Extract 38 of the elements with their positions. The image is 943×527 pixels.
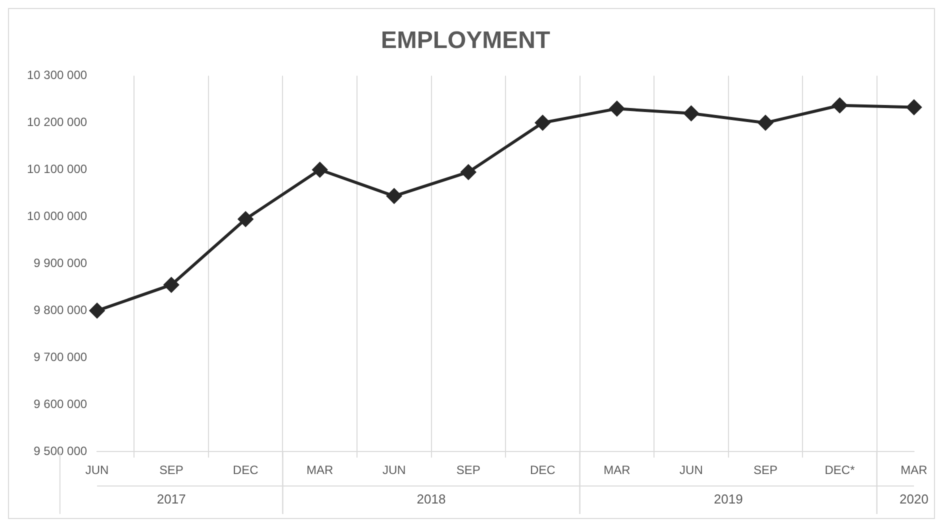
text: 2019: [714, 492, 743, 507]
point: [90, 303, 105, 318]
x-tick-label: MAR: [306, 463, 334, 478]
y-tick-label: 10 000 000: [26, 209, 88, 224]
point: [758, 115, 773, 130]
x-tick-label: SEP: [159, 463, 184, 478]
x-tick-label: DEC*: [824, 463, 856, 478]
x-tick-label: DEC: [232, 463, 259, 478]
x-tick-label: JUN: [382, 463, 406, 478]
x-tick-label: JUN: [85, 463, 109, 478]
y-tick-label: 10 100 000: [26, 162, 88, 176]
point: [684, 106, 699, 121]
point: [460, 164, 476, 180]
point: [832, 98, 848, 113]
text: 2018: [416, 492, 446, 507]
chart-title: EMPLOYMENT: [380, 27, 551, 54]
point: [906, 100, 922, 115]
x-tick-label: SEP: [753, 463, 778, 478]
y-tick-label: 9 800 000: [34, 302, 88, 317]
y-tick-label: 9 700 000: [34, 350, 88, 364]
text: 2017: [156, 492, 186, 507]
y-tick-label: 9 600 000: [34, 396, 88, 411]
point: [609, 101, 624, 116]
point: [312, 162, 328, 178]
x-tick-label: JUN: [680, 463, 703, 478]
x-tick-label: SEP: [456, 463, 480, 478]
y-tick-label: 10 200 000: [26, 115, 88, 130]
x-tick-label: MAR: [900, 463, 928, 478]
x-tick-label: MAR: [604, 463, 631, 478]
point: [386, 188, 402, 204]
text: 2020: [900, 492, 928, 507]
y-tick-label: 10 300 000: [26, 68, 88, 82]
y-tick-label: 9 500 000: [34, 444, 88, 458]
y-tick-label: 9 900 000: [34, 256, 88, 270]
point: [164, 277, 179, 292]
x-tick-label: DEC: [530, 463, 556, 478]
point: [238, 212, 254, 227]
point: [535, 115, 550, 130]
